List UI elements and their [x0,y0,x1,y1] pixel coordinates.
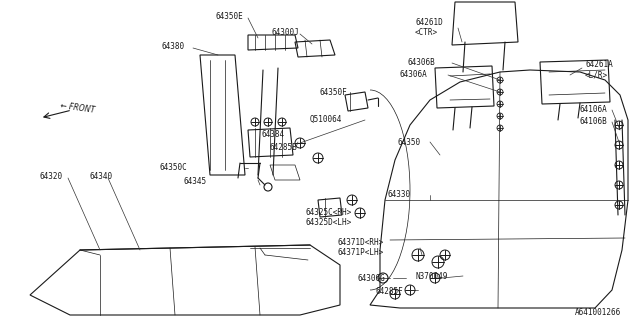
Text: 64330: 64330 [388,190,411,199]
Text: 64106A: 64106A [580,105,608,114]
Text: 64306B: 64306B [408,58,436,67]
Text: A641001266: A641001266 [575,308,621,317]
Text: 64371D<RH>
64371P<LH>: 64371D<RH> 64371P<LH> [338,238,384,257]
Text: 64306G: 64306G [358,274,386,283]
Text: 64350F: 64350F [320,88,348,97]
Text: 64340: 64340 [90,172,113,181]
Text: 64106B: 64106B [580,117,608,126]
Text: 64384: 64384 [262,130,285,139]
Text: 64285B: 64285B [270,143,298,152]
Text: 64300J: 64300J [272,28,300,37]
Text: 64261A
<L/R>: 64261A <L/R> [585,60,612,79]
Text: 64345: 64345 [184,177,207,186]
Text: Q510064: Q510064 [310,115,342,124]
Text: 64350C: 64350C [160,163,188,172]
Text: 64306A: 64306A [400,70,428,79]
Text: 64350: 64350 [398,138,421,147]
Text: 64380: 64380 [162,42,185,51]
Text: ← FRONT: ← FRONT [60,101,95,115]
Text: 64261D
<CTR>: 64261D <CTR> [415,18,443,37]
Text: 64350E: 64350E [215,12,243,21]
Text: 64325C<RH>
64325D<LH>: 64325C<RH> 64325D<LH> [305,208,351,228]
Text: N370049: N370049 [415,272,447,281]
Text: 64320: 64320 [40,172,63,181]
Text: 64285F: 64285F [375,287,403,296]
